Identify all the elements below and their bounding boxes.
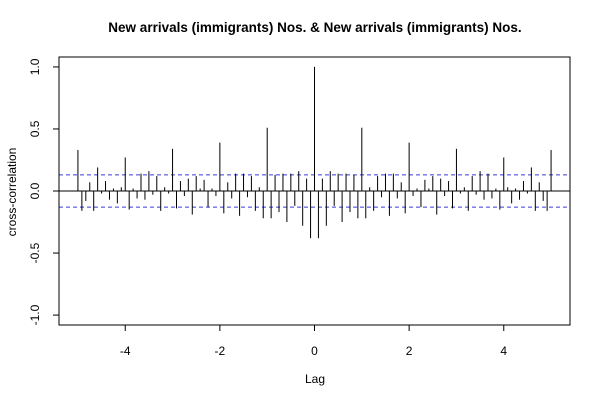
chart-axes: -4 -2 0 2 4 -1.0 -0.5 0.0 0.5 1.0	[28, 58, 507, 358]
x-axis-label: Lag	[305, 372, 325, 386]
y-tick-label: 1.0	[28, 58, 42, 75]
x-tick-label: 2	[406, 344, 413, 358]
y-tick-label: 0.5	[28, 120, 42, 137]
y-tick-label: 0.0	[28, 182, 42, 199]
y-tick-label: -1.0	[28, 304, 42, 325]
chart-title: New arrivals (immigrants) Nos. & New arr…	[108, 20, 521, 35]
x-tick-label: 4	[500, 344, 507, 358]
y-axis-label: cross-correlation	[5, 148, 19, 237]
x-tick-label: -4	[120, 344, 131, 358]
y-tick-label: -0.5	[28, 242, 42, 263]
x-tick-label: 0	[311, 344, 318, 358]
chart-marks	[59, 66, 570, 239]
x-tick-label: -2	[215, 344, 226, 358]
